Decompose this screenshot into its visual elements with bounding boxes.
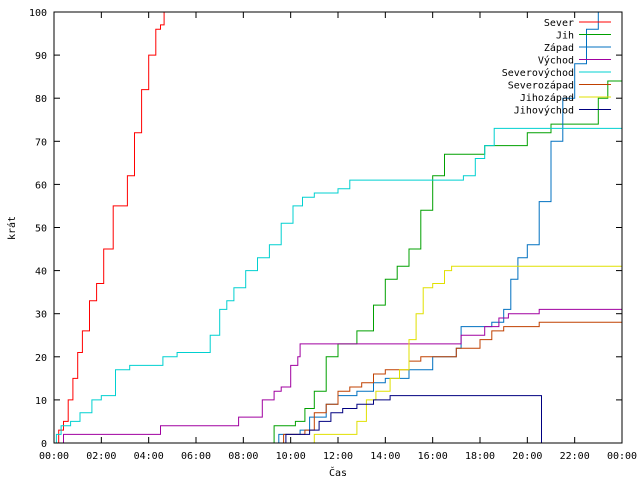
y-tick-label: 30 xyxy=(35,310,47,321)
legend-label-5: Severozápad xyxy=(508,80,574,92)
x-tick-label: 16:00 xyxy=(418,451,448,462)
series-lines xyxy=(54,12,622,443)
x-tick-label: 06:00 xyxy=(181,451,211,462)
series-line-0 xyxy=(54,12,165,443)
series-line-3 xyxy=(61,308,622,443)
x-axis-label: Čas xyxy=(329,466,347,479)
series-line-4 xyxy=(54,127,622,443)
legend-label-0: Sever xyxy=(544,18,574,29)
x-tick-label: 22:00 xyxy=(560,451,590,462)
x-tick-label: 08:00 xyxy=(228,451,258,462)
y-tick-label: 70 xyxy=(35,137,47,148)
x-tick-label: 10:00 xyxy=(276,451,306,462)
y-tick-label: 10 xyxy=(35,396,47,407)
y-tick-label: 0 xyxy=(41,439,47,450)
y-tick-label: 50 xyxy=(35,224,47,235)
y-tick-label: 90 xyxy=(35,51,47,62)
x-tick-label: 04:00 xyxy=(134,451,164,462)
series-line-1 xyxy=(271,76,622,443)
y-tick-label: 20 xyxy=(35,353,47,364)
y-tick-label: 60 xyxy=(35,180,47,191)
y-tick-label: 40 xyxy=(35,267,47,278)
series-line-6 xyxy=(309,265,622,443)
y-tick-label: 100 xyxy=(29,8,47,19)
series-line-7 xyxy=(283,395,542,443)
x-tick-label: 14:00 xyxy=(370,451,400,462)
legend-label-2: Západ xyxy=(544,42,574,54)
legend-label-3: Východ xyxy=(538,55,574,67)
legend: Sever JihZápadVýchodSeverovýchodSeverozáp… xyxy=(502,18,611,117)
x-tick-label: 12:00 xyxy=(323,451,353,462)
legend-label-7: Jihovýchod xyxy=(514,105,574,117)
x-tick-label: 02:00 xyxy=(86,451,116,462)
y-axis-label: krát xyxy=(6,216,18,240)
x-tick-label: 20:00 xyxy=(512,451,542,462)
x-tick-label: 00:00 xyxy=(607,451,637,462)
series-line-5 xyxy=(281,321,622,443)
x-tick-label: 00:00 xyxy=(39,451,69,462)
y-axis: 0 10 20 30 40 50 60 70 80 90 100 xyxy=(29,8,622,450)
x-axis: 00:00 02:00 04:00 06:00 08:00 10:00 12:00 14:00… xyxy=(39,12,637,462)
legend-label-1: Jih xyxy=(556,31,574,42)
x-tick-label: 18:00 xyxy=(465,451,495,462)
legend-label-6: Jihozápad xyxy=(520,92,574,104)
legend-label-4: Severovýchod xyxy=(502,67,574,79)
y-tick-label: 80 xyxy=(35,94,47,105)
